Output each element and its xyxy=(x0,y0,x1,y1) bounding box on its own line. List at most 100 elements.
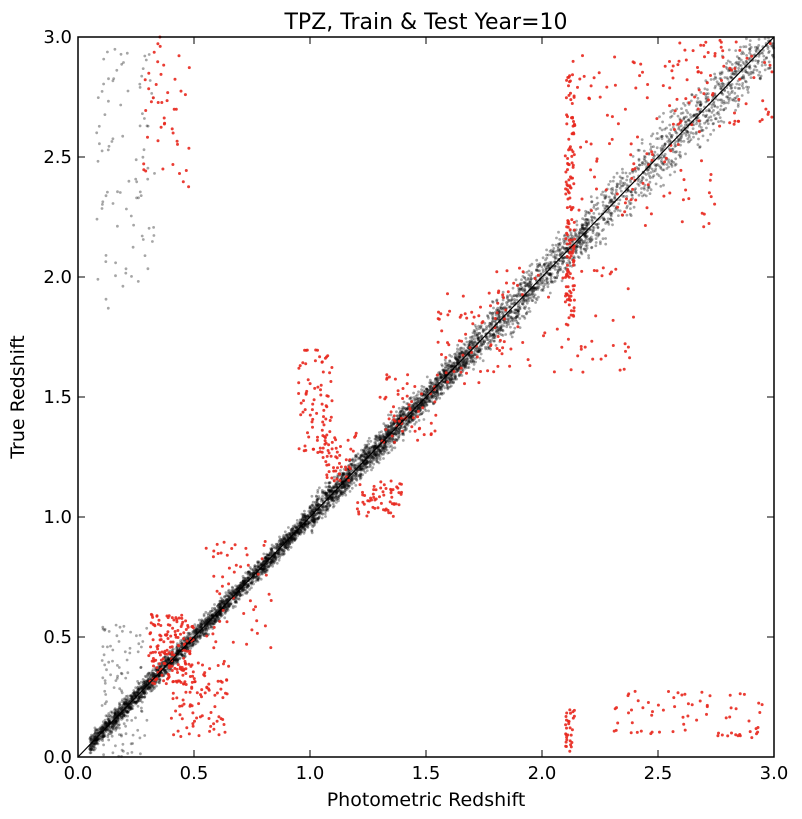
data-point xyxy=(403,421,407,425)
data-point xyxy=(278,535,281,539)
data-point xyxy=(257,560,260,564)
data-point xyxy=(141,682,145,686)
data-point xyxy=(355,454,358,458)
data-point xyxy=(254,569,257,572)
data-point xyxy=(584,238,588,241)
data-point xyxy=(397,406,401,410)
data-point xyxy=(220,598,224,601)
data-point xyxy=(186,636,190,640)
data-point xyxy=(299,521,302,524)
data-point xyxy=(125,709,128,713)
data-point xyxy=(299,532,302,536)
data-point xyxy=(554,243,558,247)
data-point xyxy=(377,436,381,440)
data-point xyxy=(269,551,273,555)
data-point xyxy=(370,460,374,463)
data-point xyxy=(114,713,118,716)
data-point xyxy=(88,737,92,741)
data-point xyxy=(175,649,179,652)
data-point xyxy=(217,617,221,621)
data-point xyxy=(286,536,290,539)
data-point xyxy=(89,735,93,739)
data-point xyxy=(178,657,182,661)
data-point xyxy=(274,555,278,559)
data-point xyxy=(228,591,232,595)
data-point xyxy=(92,748,96,752)
data-point xyxy=(245,577,249,580)
data-point xyxy=(175,647,179,651)
data-point xyxy=(208,615,212,619)
data-point xyxy=(234,600,238,603)
data-point xyxy=(106,735,110,739)
data-point xyxy=(218,602,222,606)
data-point xyxy=(235,586,239,590)
data-point xyxy=(206,624,210,628)
data-point xyxy=(229,602,233,605)
data-point xyxy=(113,711,117,715)
data-point xyxy=(136,699,140,703)
data-point xyxy=(198,637,202,640)
data-point xyxy=(109,714,112,718)
data-point xyxy=(287,526,290,529)
data-point xyxy=(380,449,384,453)
data-point xyxy=(246,590,250,594)
data-point xyxy=(276,552,280,556)
data-point xyxy=(366,439,370,443)
data-point xyxy=(220,614,223,618)
data-point xyxy=(192,641,196,644)
data-point xyxy=(202,621,206,624)
data-point xyxy=(166,658,170,662)
data-point xyxy=(553,279,557,283)
data-point xyxy=(520,302,524,306)
data-point xyxy=(293,534,297,537)
data-point xyxy=(98,729,101,732)
data-point xyxy=(484,345,487,349)
data-point xyxy=(324,481,327,485)
data-point xyxy=(146,679,150,683)
data-point xyxy=(101,733,104,736)
data-point xyxy=(234,588,237,592)
data-point xyxy=(179,652,183,656)
data-point xyxy=(289,528,293,532)
data-point xyxy=(222,601,226,605)
data-point xyxy=(215,614,219,618)
data-point xyxy=(229,592,233,595)
data-point xyxy=(264,556,268,560)
data-point xyxy=(408,430,412,433)
data-point xyxy=(223,595,227,598)
data-point xyxy=(303,516,307,520)
data-point xyxy=(277,554,281,557)
data-point xyxy=(324,494,328,497)
data-point xyxy=(301,525,305,529)
data-point xyxy=(297,531,301,534)
data-point xyxy=(288,531,292,535)
data-point xyxy=(251,568,255,571)
data-point xyxy=(299,518,302,521)
data-point xyxy=(254,575,257,579)
data-point xyxy=(230,585,234,589)
data-point xyxy=(269,547,273,550)
data-point xyxy=(249,571,253,575)
data-point xyxy=(212,619,216,623)
data-point xyxy=(227,588,231,592)
data-point xyxy=(89,748,93,752)
data-point xyxy=(175,657,179,661)
data-point xyxy=(94,739,98,742)
data-point xyxy=(448,359,452,363)
data-point xyxy=(278,556,281,559)
data-point xyxy=(110,712,114,715)
data-point xyxy=(315,498,319,502)
data-point xyxy=(279,542,283,546)
data-point xyxy=(513,326,517,330)
data-point xyxy=(102,733,105,737)
data-point xyxy=(111,722,115,725)
data-point xyxy=(150,689,154,693)
data-point xyxy=(216,606,220,610)
data-point xyxy=(115,718,119,722)
data-point xyxy=(233,590,237,594)
data-point xyxy=(135,691,139,694)
data-point xyxy=(244,579,247,583)
data-point xyxy=(108,727,112,731)
data-point xyxy=(263,555,267,559)
